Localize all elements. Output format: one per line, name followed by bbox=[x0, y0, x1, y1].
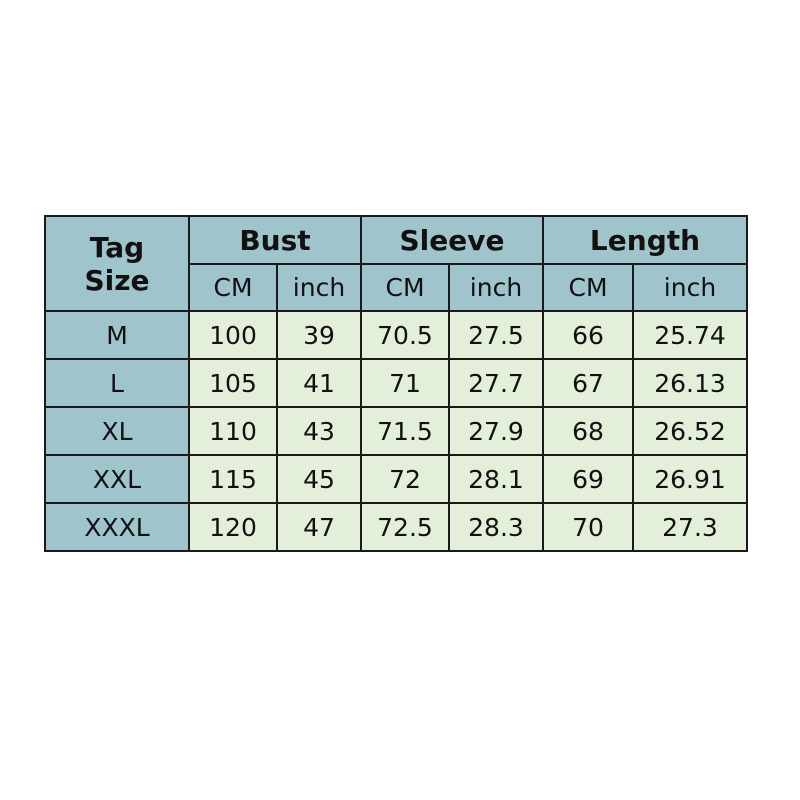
unit-header: inch bbox=[448, 263, 544, 312]
value-cell: 27.5 bbox=[448, 310, 544, 360]
table-row: XXL 115 45 72 28.1 69 26.91 bbox=[44, 454, 748, 504]
value-cell: 27.9 bbox=[448, 406, 544, 456]
bust-header: Bust bbox=[188, 215, 362, 265]
tag-label: Tag bbox=[89, 230, 145, 264]
size-chart-table: Tag Size Bust Sleeve Length CM inch CM inch C… bbox=[44, 215, 748, 552]
unit-header: CM bbox=[188, 263, 278, 312]
value-cell: 72 bbox=[360, 454, 450, 504]
value-cell: 28.1 bbox=[448, 454, 544, 504]
size-cell: L bbox=[44, 358, 190, 408]
value-cell: 47 bbox=[276, 502, 362, 552]
value-cell: 28.3 bbox=[448, 502, 544, 552]
size-cell: M bbox=[44, 310, 190, 360]
table-row: M 100 39 70.5 27.5 66 25.74 bbox=[44, 310, 748, 360]
value-cell: 66 bbox=[542, 310, 634, 360]
value-cell: 39 bbox=[276, 310, 362, 360]
value-cell: 70.5 bbox=[360, 310, 450, 360]
table-row: L 105 41 71 27.7 67 26.13 bbox=[44, 358, 748, 408]
value-cell: 120 bbox=[188, 502, 278, 552]
value-cell: 27.7 bbox=[448, 358, 544, 408]
size-cell: XXXL bbox=[44, 502, 190, 552]
value-cell: 25.74 bbox=[632, 310, 748, 360]
value-cell: 26.13 bbox=[632, 358, 748, 408]
value-cell: 70 bbox=[542, 502, 634, 552]
value-cell: 72.5 bbox=[360, 502, 450, 552]
value-cell: 100 bbox=[188, 310, 278, 360]
value-cell: 43 bbox=[276, 406, 362, 456]
unit-header: inch bbox=[276, 263, 362, 312]
table-row: XL 110 43 71.5 27.9 68 26.52 bbox=[44, 406, 748, 456]
value-cell: 45 bbox=[276, 454, 362, 504]
unit-header: CM bbox=[542, 263, 634, 312]
tag-size-header: Tag Size bbox=[44, 215, 190, 312]
value-cell: 71.5 bbox=[360, 406, 450, 456]
value-cell: 26.52 bbox=[632, 406, 748, 456]
sleeve-header: Sleeve bbox=[360, 215, 544, 265]
size-cell: XL bbox=[44, 406, 190, 456]
value-cell: 115 bbox=[188, 454, 278, 504]
value-cell: 69 bbox=[542, 454, 634, 504]
size-cell: XXL bbox=[44, 454, 190, 504]
length-header: Length bbox=[542, 215, 748, 265]
value-cell: 68 bbox=[542, 406, 634, 456]
value-cell: 41 bbox=[276, 358, 362, 408]
value-cell: 26.91 bbox=[632, 454, 748, 504]
value-cell: 105 bbox=[188, 358, 278, 408]
table-row: XXXL 120 47 72.5 28.3 70 27.3 bbox=[44, 502, 748, 552]
value-cell: 110 bbox=[188, 406, 278, 456]
unit-header: inch bbox=[632, 263, 748, 312]
size-label: Size bbox=[84, 263, 150, 297]
value-cell: 27.3 bbox=[632, 502, 748, 552]
value-cell: 71 bbox=[360, 358, 450, 408]
unit-header: CM bbox=[360, 263, 450, 312]
value-cell: 67 bbox=[542, 358, 634, 408]
